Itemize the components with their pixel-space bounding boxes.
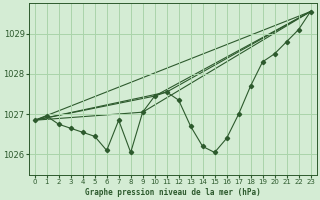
X-axis label: Graphe pression niveau de la mer (hPa): Graphe pression niveau de la mer (hPa)	[85, 188, 260, 197]
